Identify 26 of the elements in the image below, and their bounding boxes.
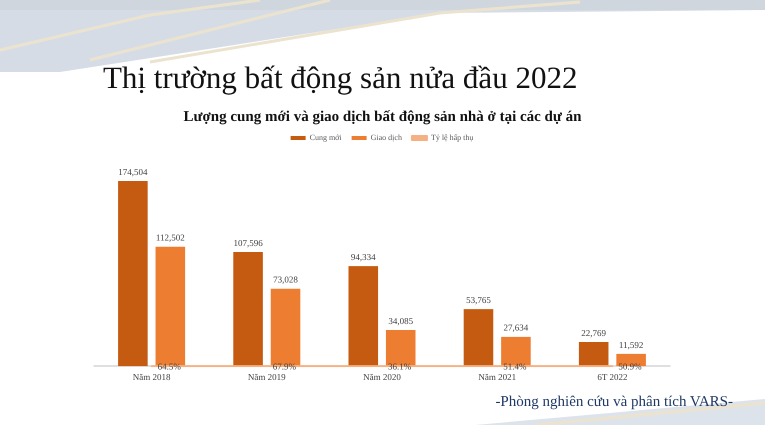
data-label: 112,502 xyxy=(156,232,185,243)
chart-title: Thị trường bất động sản nửa đầu 2022 xyxy=(103,60,578,96)
text: -Phòng nghiên cứu và phân tích VARS- xyxy=(495,393,733,412)
bar xyxy=(118,181,148,366)
data-label: 27,634 xyxy=(504,322,529,333)
x-tick-label: Năm 2021 xyxy=(478,372,516,382)
bar xyxy=(348,266,378,366)
x-tick-label: Năm 2020 xyxy=(363,372,402,382)
bar xyxy=(464,309,494,366)
data-label: 73,028 xyxy=(273,274,298,285)
legend-label: Giao dịch xyxy=(370,133,402,142)
legend-label: Cung mới xyxy=(310,133,342,142)
x-tick-label: Năm 2019 xyxy=(248,372,286,382)
data-label: 94,334 xyxy=(350,252,376,262)
bar xyxy=(578,342,608,366)
data-label: 107,596 xyxy=(233,238,264,248)
data-label: 34,085 xyxy=(388,316,414,326)
legend-label: Tỷ lệ hấp thụ xyxy=(430,133,474,142)
x-tick-label: Năm 2018 xyxy=(132,372,171,382)
data-label: 174,504 xyxy=(118,166,148,177)
data-label: 11,592 xyxy=(618,340,644,350)
data-label: 22,769 xyxy=(581,328,607,338)
chart-subtitle: Lượng cung mới và giao dịch bất động sản nhà ở tại các dự án xyxy=(182,108,582,127)
bar xyxy=(233,252,263,366)
x-tick-label: 6T 2022 xyxy=(597,372,628,382)
data-label: 53,765 xyxy=(466,295,492,305)
